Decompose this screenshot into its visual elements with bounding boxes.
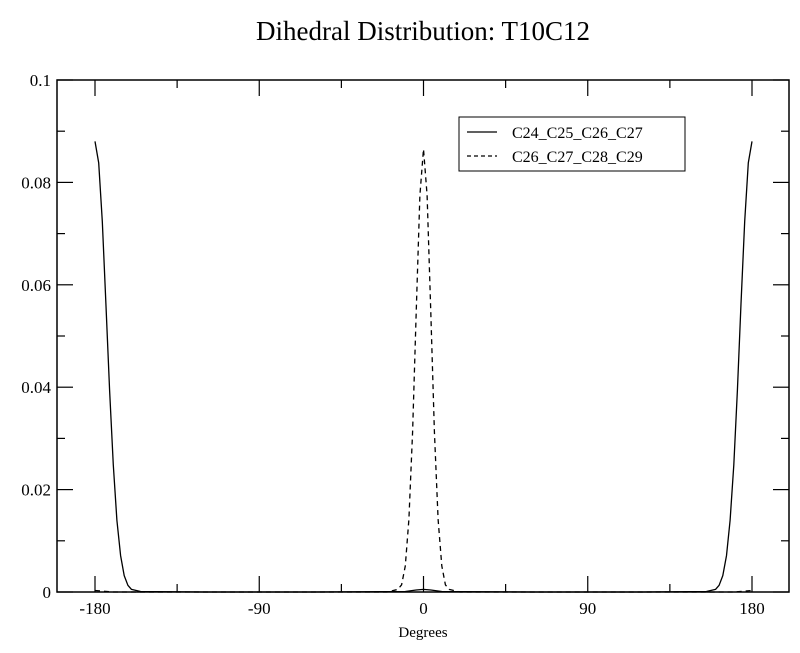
x-tick-label: -90 [248,599,271,618]
x-axis: -180 -90 0 90 180 [79,80,765,618]
y-tick-label: 0.1 [30,71,51,90]
y-tick-label: 0.04 [21,378,51,397]
chart-title: Dihedral Distribution: T10C12 [256,16,590,46]
series-line-1 [94,141,753,593]
x-tick-label: 0 [419,599,428,618]
x-tick-label: -180 [79,599,110,618]
x-tick-label: 90 [579,599,596,618]
y-tick-label: 0.02 [21,481,51,500]
legend-entry-1: C24_C25_C26_C27 [512,125,643,142]
legend-box [458,116,686,172]
y-tick-label: 0.08 [21,173,51,192]
y-axis: 0 0.02 0.04 0.06 0.08 0.1 [21,71,789,602]
x-axis-label: Degrees [398,625,447,641]
y-tick-label: 0.06 [21,276,51,295]
legend-entry-2: C26_C27_C28_C29 [512,149,643,166]
plot-area [94,141,753,593]
legend: C24_C25_C26_C27 C26_C27_C28_C29 [458,116,686,172]
series-line-2 [94,148,753,593]
y-tick-label: 0 [43,583,52,602]
x-tick-label: 180 [739,599,765,618]
